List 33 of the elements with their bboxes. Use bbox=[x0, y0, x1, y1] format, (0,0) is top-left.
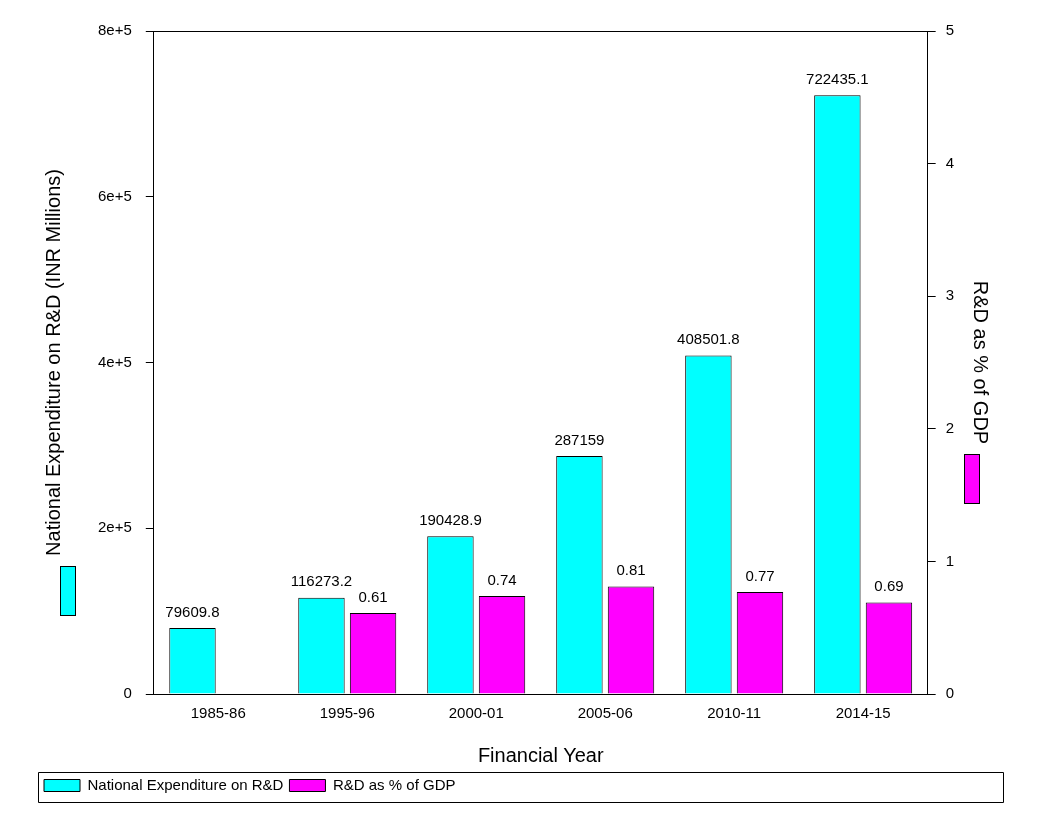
y2-tick-label: 4 bbox=[945, 153, 954, 171]
data-label: 0.74 bbox=[487, 570, 517, 588]
y-tick-label: 6e+5 bbox=[97, 186, 132, 204]
x-axis-title: Financial Year bbox=[477, 743, 604, 766]
data-label: 0.61 bbox=[358, 587, 388, 605]
y-axis-title: National Expenditure on R&D (INR Millions) bbox=[41, 169, 64, 556]
data-label: 0.69 bbox=[874, 577, 904, 595]
legend-label: R&D as % of GDP bbox=[332, 775, 456, 793]
data-label: 0.81 bbox=[616, 561, 646, 579]
data-label: 0.77 bbox=[745, 566, 775, 584]
x-tick-label: 2005-06 bbox=[577, 704, 633, 722]
data-label: 79609.8 bbox=[165, 602, 220, 620]
data-label: 190428.9 bbox=[419, 510, 482, 528]
data-label: 408501.8 bbox=[677, 330, 740, 348]
y-tick-label: 2e+5 bbox=[97, 518, 132, 536]
x-tick-label: 1985-86 bbox=[190, 704, 246, 722]
y2-tick-label: 2 bbox=[945, 418, 954, 436]
data-label: 287159 bbox=[554, 430, 605, 448]
legend-label: National Expenditure on R&D bbox=[87, 775, 284, 793]
y2-tick-label: 1 bbox=[945, 551, 954, 569]
y2-tick-label: 5 bbox=[945, 21, 954, 39]
data-label: 722435.1 bbox=[806, 69, 869, 87]
y2-tick-label: 3 bbox=[945, 286, 954, 304]
x-tick-label: 2000-01 bbox=[448, 704, 504, 722]
y-tick-label: 4e+5 bbox=[97, 352, 132, 370]
y-tick-label: 0 bbox=[123, 684, 132, 702]
data-label: 116273.2 bbox=[290, 572, 353, 590]
x-tick-label: 2010-11 bbox=[707, 704, 762, 722]
y2-axis-title: R&D as % of GDP bbox=[970, 280, 993, 445]
x-tick-label: 2014-15 bbox=[835, 704, 891, 722]
y-tick-label: 8e+5 bbox=[97, 21, 132, 39]
x-tick-label: 1995-96 bbox=[319, 704, 375, 722]
y2-tick-label: 0 bbox=[945, 684, 954, 702]
